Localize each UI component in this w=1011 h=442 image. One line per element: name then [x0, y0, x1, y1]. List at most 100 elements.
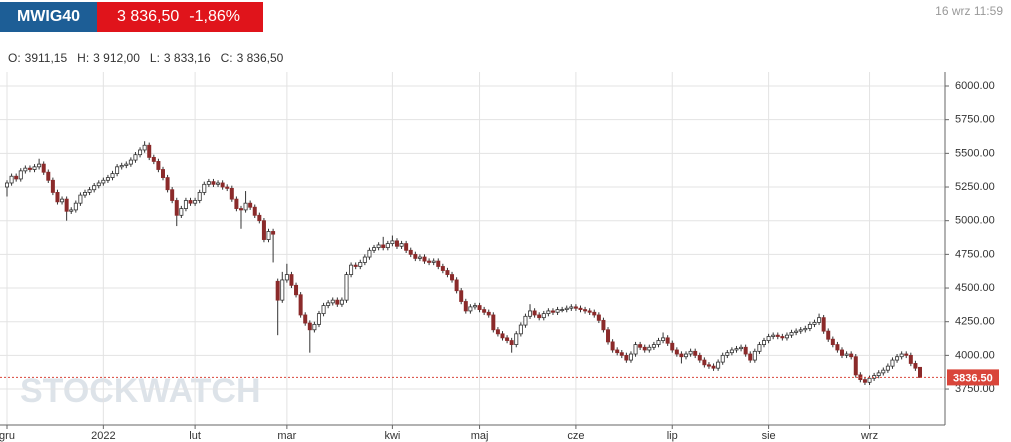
candle-body [160, 169, 165, 178]
candle-body [780, 336, 785, 339]
candle-body [459, 290, 464, 302]
candle-body [110, 173, 115, 178]
candle-body [532, 310, 537, 316]
candle-body [904, 353, 909, 356]
ohlc-line: O: 3911,15 H: 3 912,00 L: 3 833,16 C: 3 836,50 [8, 51, 293, 65]
candle-body [18, 170, 23, 180]
candle-body [326, 302, 331, 306]
candle-body [431, 260, 436, 263]
x-tick-label: cze [567, 430, 584, 442]
candle-body [844, 353, 849, 356]
candle-body [335, 299, 340, 305]
last-price-box [947, 369, 999, 386]
candle-body [771, 334, 776, 337]
candle-body [60, 198, 65, 203]
y-tick-label: 4750.00 [955, 248, 995, 260]
candle-body [298, 294, 303, 316]
candle-body [500, 333, 505, 339]
candle-body [445, 270, 450, 275]
candle-body [537, 314, 542, 319]
candle-body [762, 340, 767, 345]
candle-body [119, 165, 124, 168]
candle-body [225, 186, 230, 189]
ohlc-item: H: 3 912,00 [77, 51, 140, 65]
candle-body [353, 264, 358, 267]
candle-body [321, 305, 326, 315]
x-tick-label: mar [277, 430, 296, 442]
x-tick-label: 2022 [91, 430, 115, 442]
candle-body [23, 167, 28, 172]
candle-body [885, 365, 890, 371]
candle-body [679, 353, 684, 358]
candle-body [596, 314, 601, 321]
candle-body [92, 185, 97, 191]
candle-body [633, 344, 638, 355]
candle-body [514, 333, 519, 345]
candle-body [101, 179, 106, 184]
candle-body [9, 175, 14, 184]
candle-body [688, 350, 693, 355]
candle-body [670, 342, 675, 351]
watermark: STOCKWATCH [20, 372, 261, 410]
candle-body [578, 307, 583, 310]
candle-body [550, 310, 555, 313]
candle-body [294, 284, 299, 296]
timestamp: 16 wrz 11:59 [935, 4, 1003, 18]
candle-body [624, 354, 629, 361]
candle-body [427, 260, 432, 263]
candle-body [362, 256, 367, 263]
candle-body [197, 192, 202, 201]
candle-body [803, 328, 808, 331]
candle-body [661, 337, 666, 341]
candle-body [908, 354, 913, 364]
candle-body [376, 244, 381, 249]
candle-body [862, 379, 867, 383]
candle-body [876, 372, 881, 376]
candle-body [266, 231, 271, 240]
candle-body [583, 309, 588, 312]
candle-body [216, 182, 221, 185]
candle-body [385, 243, 390, 249]
last-price-label: 3836.50 [953, 372, 993, 384]
candle-body [404, 243, 409, 251]
ohlc-item: L: 3 833,16 [150, 51, 211, 65]
candle-body [358, 262, 363, 267]
x-tick-label: kwi [384, 430, 400, 442]
candle-body [748, 353, 753, 361]
candle-body [128, 159, 133, 165]
x-tick-label: lip [667, 430, 678, 442]
candle-body [555, 309, 560, 313]
candle-body [165, 177, 170, 191]
candle-body [50, 179, 55, 193]
candle-body [27, 167, 32, 170]
candle-body [775, 334, 780, 337]
candle-body [147, 144, 152, 158]
y-tick-label: 3750.00 [955, 383, 995, 395]
candle-body [248, 202, 253, 208]
candle-body [918, 366, 923, 378]
candle-body [569, 306, 574, 309]
ohlc-label: C: [220, 51, 233, 65]
candle-body [509, 340, 514, 345]
candle-body [610, 341, 615, 351]
candle-body [628, 353, 633, 361]
candle-body [913, 363, 918, 369]
candle-body [835, 344, 840, 351]
candle-body [651, 344, 656, 348]
ohlc-label: H: [77, 51, 90, 65]
candle-body [807, 323, 812, 329]
candle-body [518, 324, 523, 335]
candle-body [491, 314, 496, 331]
candle-body [606, 329, 611, 343]
candle-body [881, 369, 886, 374]
candle-body [422, 256, 427, 262]
candle-body [468, 306, 473, 312]
y-tick-label: 5250.00 [955, 181, 995, 193]
candle-body [105, 177, 110, 181]
candle-body [592, 311, 597, 316]
ohlc-value: 3911,15 [24, 51, 68, 65]
ohlc-label: O: [8, 51, 21, 65]
candle-body [486, 311, 491, 316]
candle-body [716, 361, 721, 369]
candle-body [725, 352, 730, 356]
